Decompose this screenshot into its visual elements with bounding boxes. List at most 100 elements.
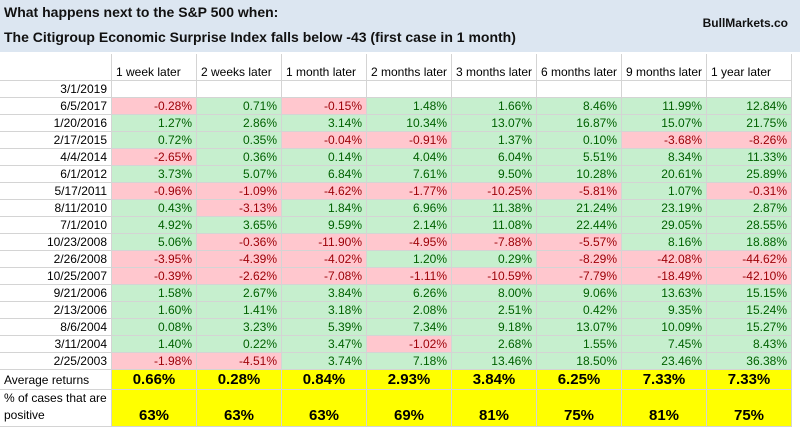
value-cell: 1.58% [112,285,197,302]
value-cell: 0.42% [537,302,622,319]
value-cell: -7.08% [282,268,367,285]
value-cell: 3.84% [282,285,367,302]
value-cell: 7.61% [367,166,452,183]
date-cell: 10/25/2007 [0,268,112,285]
date-cell: 6/5/2017 [0,98,112,115]
header-band [0,0,800,52]
value-cell: 2.51% [452,302,537,319]
value-cell: 4.04% [367,149,452,166]
date-cell: 8/6/2004 [0,319,112,336]
value-cell: -1.77% [367,183,452,200]
value-cell: 9.59% [282,217,367,234]
date-cell: 3/1/2019 [0,81,112,98]
date-cell: 10/23/2008 [0,234,112,251]
value-cell: -3.68% [622,132,707,149]
value-cell: 22.44% [537,217,622,234]
column-header: 1 year later [707,54,792,81]
value-cell: 11.08% [452,217,537,234]
value-cell: 1.07% [622,183,707,200]
value-cell: 1.20% [367,251,452,268]
value-cell: -18.49% [622,268,707,285]
title: What happens next to the S&P 500 when: [4,4,279,20]
value-cell: 2.08% [367,302,452,319]
value-cell: 23.19% [622,200,707,217]
average-cell: 3.84% [452,370,537,390]
empty-cell [282,81,367,98]
empty-cell [622,81,707,98]
value-cell: 3.47% [282,336,367,353]
value-cell: -0.31% [707,183,792,200]
positive-cell: 69% [367,390,452,427]
value-cell: 0.72% [112,132,197,149]
value-cell: -0.15% [282,98,367,115]
value-cell: 23.46% [622,353,707,370]
value-cell: 3.18% [282,302,367,319]
date-cell: 3/11/2004 [0,336,112,353]
average-cell: 7.33% [622,370,707,390]
value-cell: 13.46% [452,353,537,370]
row-label: % of cases that are positive [0,390,112,427]
value-cell: 36.38% [707,353,792,370]
column-header: 2 weeks later [197,54,282,81]
value-cell: -4.39% [197,251,282,268]
average-cell: 0.28% [197,370,282,390]
average-cell: 2.93% [367,370,452,390]
value-cell: 0.10% [537,132,622,149]
value-cell: 2.86% [197,115,282,132]
value-cell: -4.51% [197,353,282,370]
column-header: 2 months later [367,54,452,81]
value-cell: 9.18% [452,319,537,336]
empty-cell [537,81,622,98]
value-cell: -0.91% [367,132,452,149]
positive-cell: 81% [622,390,707,427]
value-cell: -8.29% [537,251,622,268]
value-cell: 4.92% [112,217,197,234]
value-cell: 2.87% [707,200,792,217]
value-cell: 11.38% [452,200,537,217]
value-cell: 1.27% [112,115,197,132]
value-cell: 3.23% [197,319,282,336]
value-cell: 1.60% [112,302,197,319]
value-cell: -3.13% [197,200,282,217]
value-cell: -5.81% [537,183,622,200]
site-name: BullMarkets.co [702,16,788,30]
value-cell: 13.07% [537,319,622,336]
value-cell: 0.14% [282,149,367,166]
value-cell: 29.05% [622,217,707,234]
value-cell: 1.40% [112,336,197,353]
column-header: 6 months later [537,54,622,81]
positive-cell: 63% [282,390,367,427]
value-cell: 5.06% [112,234,197,251]
header-cell [0,54,112,81]
subtitle: The Citigroup Economic Surprise Index fa… [4,29,516,45]
value-cell: 10.09% [622,319,707,336]
value-cell: 5.07% [197,166,282,183]
value-cell: 1.37% [452,132,537,149]
value-cell: 0.35% [197,132,282,149]
value-cell: -11.90% [282,234,367,251]
value-cell: -1.09% [197,183,282,200]
value-cell: 8.46% [537,98,622,115]
value-cell: 8.43% [707,336,792,353]
date-cell: 5/17/2011 [0,183,112,200]
value-cell: -10.25% [452,183,537,200]
value-cell: 0.43% [112,200,197,217]
value-cell: 2.68% [452,336,537,353]
value-cell: 6.96% [367,200,452,217]
value-cell: 8.34% [622,149,707,166]
value-cell: 18.88% [707,234,792,251]
average-cell: 0.84% [282,370,367,390]
empty-cell [452,81,537,98]
value-cell: 1.48% [367,98,452,115]
value-cell: -0.36% [197,234,282,251]
average-cell: 7.33% [707,370,792,390]
column-header: 1 week later [112,54,197,81]
value-cell: 18.50% [537,353,622,370]
value-cell: 6.26% [367,285,452,302]
value-cell: -8.26% [707,132,792,149]
value-cell: -2.62% [197,268,282,285]
value-cell: 6.84% [282,166,367,183]
date-cell: 2/25/2003 [0,353,112,370]
value-cell: 6.04% [452,149,537,166]
